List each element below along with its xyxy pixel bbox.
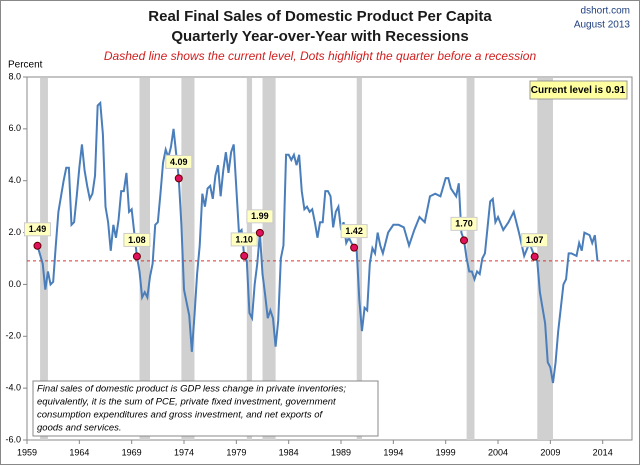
x-tick-label: 1989 — [331, 447, 351, 457]
recession-band — [139, 78, 150, 440]
highlight-label-box — [165, 154, 193, 169]
highlight-dot — [132, 252, 141, 261]
highlight-label-box — [521, 233, 549, 248]
recession-band — [246, 78, 253, 440]
note-line: consumption expenditures and gross inves… — [37, 410, 324, 421]
y-tick-label: -6.0 — [5, 434, 21, 444]
highlight-label-box — [23, 222, 51, 237]
current-level-box — [529, 80, 628, 100]
highlight-label-box — [123, 232, 151, 247]
highlight-label: 1.08 — [128, 235, 146, 245]
x-tick-label: 1979 — [226, 447, 246, 457]
x-tick-label: 2014 — [593, 447, 613, 457]
highlight-dot — [460, 236, 469, 245]
x-tick-label: 1964 — [69, 447, 89, 457]
y-tick-label: 2.0 — [8, 227, 21, 237]
chart-title: Real Final Sales of Domestic Product Per… — [148, 8, 492, 25]
highlight-label-box — [246, 209, 274, 224]
x-tick-label: 1969 — [122, 447, 142, 457]
highlight-label: 1.10 — [235, 234, 253, 244]
y-tick-label: 4.0 — [8, 175, 21, 185]
highlight-dot — [240, 251, 249, 260]
y-tick-label: -4.0 — [5, 383, 21, 393]
x-tick-label: 1974 — [174, 447, 194, 457]
x-tick-label: 1994 — [383, 447, 403, 457]
recession-band — [537, 78, 553, 440]
recession-band — [356, 78, 362, 440]
y-tick-label: -2.0 — [5, 331, 21, 341]
highlight-label-box — [230, 232, 258, 247]
x-tick-label: 1959 — [17, 447, 37, 457]
y-axis-label: Percent — [8, 60, 43, 71]
highlight-dot — [530, 252, 539, 261]
x-tick-label: 2009 — [540, 447, 560, 457]
highlight-label: 1.42 — [345, 226, 363, 236]
highlight-label: 1.49 — [29, 224, 47, 234]
note-line: Final sales of domestic product is GDP l… — [37, 384, 346, 395]
highlight-dot — [255, 228, 264, 237]
highlight-label: 1.70 — [455, 219, 473, 229]
y-tick-label: 6.0 — [8, 123, 21, 133]
recession-band — [40, 78, 48, 440]
source: dshort.com — [581, 6, 630, 17]
recession-band — [262, 78, 276, 440]
highlight-label: 1.99 — [251, 211, 269, 221]
data-line — [36, 100, 599, 384]
y-tick-label: 0.0 — [8, 279, 21, 289]
current-level-label: Current level is 0.91 — [531, 85, 626, 96]
highlight-label: 4.09 — [170, 157, 188, 167]
y-tick-label: 8.0 — [8, 71, 21, 81]
highlight-label: 1.07 — [526, 235, 544, 245]
note-line: equivalently, it is the sum of PCE, priv… — [37, 397, 336, 408]
date: August 2013 — [574, 20, 631, 31]
recession-band — [466, 78, 475, 440]
highlight-label-box — [340, 224, 368, 239]
note-box — [32, 380, 379, 437]
highlight-dot — [33, 241, 42, 250]
x-tick-label: 1984 — [279, 447, 299, 457]
subtitle: Dashed line shows the current level, Dot… — [104, 49, 537, 63]
x-tick-label: 2004 — [488, 447, 508, 457]
x-tick-label: 1999 — [436, 447, 456, 457]
highlight-dot — [174, 174, 183, 183]
chart-title: Quarterly Year-over-Year with Recessions — [171, 28, 468, 45]
highlight-label-box — [450, 216, 478, 231]
highlight-dot — [350, 243, 359, 252]
note-line: goods and services. — [37, 423, 122, 434]
